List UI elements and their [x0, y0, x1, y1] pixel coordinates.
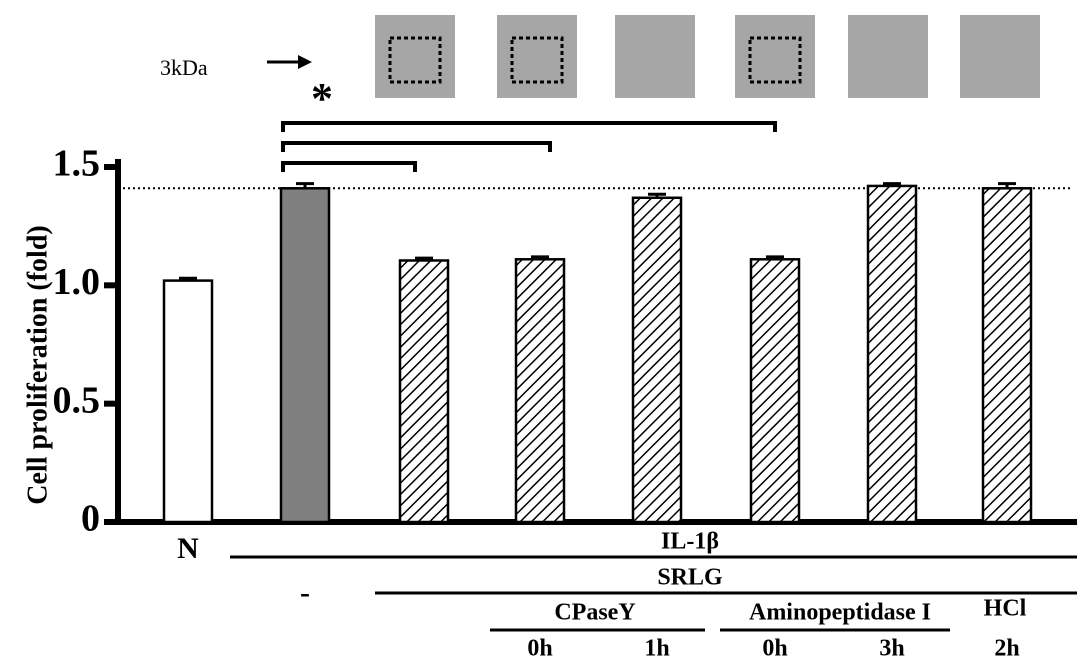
group-label: IL-1β	[661, 529, 719, 555]
y-tick-label: 1.5	[53, 143, 101, 185]
bar	[516, 259, 564, 522]
group-lines	[230, 557, 1077, 630]
bar	[400, 260, 448, 522]
y-tick-label: 0	[81, 498, 100, 540]
chart: 3kDa * Cell proliferation (fold) IL-1β S…	[0, 0, 1077, 664]
bar	[633, 198, 681, 522]
group-label: Aminopeptidase I	[749, 600, 931, 626]
x-tick-label: 3h	[879, 636, 904, 662]
group-label: HCl	[984, 596, 1027, 622]
x-tick-label: 2h	[994, 636, 1019, 662]
significance-brackets	[283, 123, 775, 172]
page: {"chart_data": {"type": "bar", "y_label"…	[0, 0, 1077, 664]
bar	[983, 188, 1031, 522]
blot: 3kDa	[160, 15, 1040, 98]
y-tick-label: 1.0	[53, 261, 101, 303]
x-tick-label: 0h	[762, 636, 787, 662]
bar	[164, 281, 212, 522]
group-label: CPaseY	[554, 600, 635, 626]
x-tick-label: -	[300, 576, 310, 609]
bar	[868, 186, 916, 522]
y-tick-label: 0.5	[53, 379, 101, 421]
significance-star: *	[311, 74, 333, 123]
group-label: SRLG	[657, 565, 723, 591]
blot-label: 3kDa	[160, 55, 208, 80]
bar	[281, 188, 329, 522]
y-axis-label: Cell proliferation (fold)	[22, 225, 53, 504]
bar	[751, 259, 799, 522]
x-tick-label: N	[177, 532, 199, 565]
x-tick-label: 1h	[644, 636, 669, 662]
x-tick-label: 0h	[527, 636, 552, 662]
